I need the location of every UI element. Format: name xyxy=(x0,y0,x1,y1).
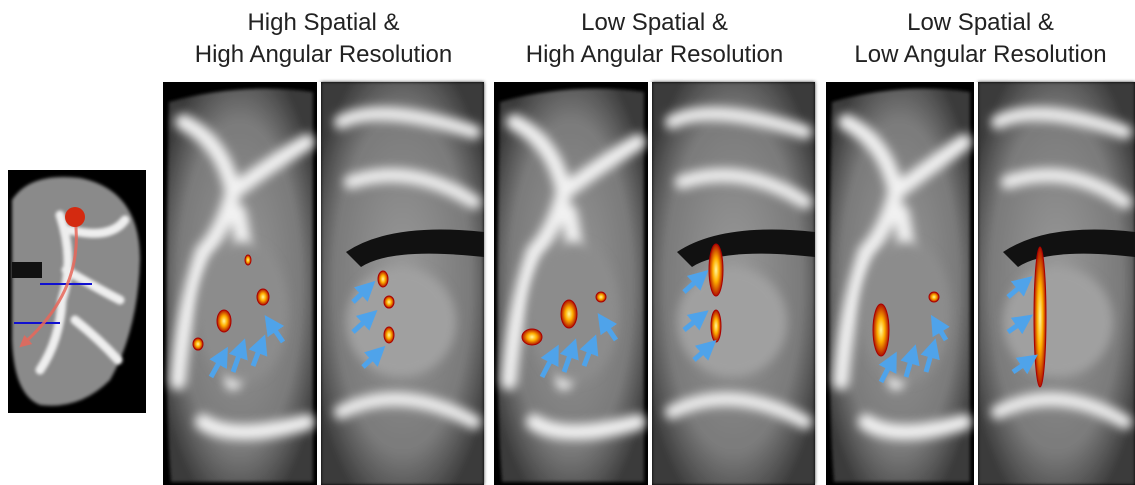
arrow xyxy=(264,315,286,344)
brain-images xyxy=(494,82,815,485)
brain-images xyxy=(163,82,484,485)
arrow xyxy=(351,280,376,304)
activation xyxy=(256,288,270,306)
panel-title: Low Spatial & xyxy=(581,9,728,36)
panel: Low Spatial & Low Angular Resolution xyxy=(826,9,1135,485)
activation xyxy=(383,295,395,309)
panel-title: Low Spatial & xyxy=(907,9,1054,36)
activation xyxy=(1033,246,1047,388)
arrow xyxy=(579,334,599,367)
activation xyxy=(708,243,724,297)
arrow xyxy=(692,340,717,362)
white-matter xyxy=(501,114,646,440)
arrow xyxy=(597,313,619,342)
sagittal-white xyxy=(334,107,481,429)
activation xyxy=(383,326,395,344)
sagittal-white xyxy=(665,107,812,429)
panel-title: High Angular Resolution xyxy=(195,41,453,68)
activation xyxy=(595,291,607,303)
panel: Low Spatial & High Angular Resolution xyxy=(494,9,815,485)
sagittal-white xyxy=(991,107,1132,429)
panel: High Spatial & High Angular Resolution xyxy=(163,9,484,485)
deep-gray xyxy=(861,242,951,382)
arrow xyxy=(878,351,897,384)
arrow xyxy=(559,338,579,373)
arrow xyxy=(351,309,378,334)
ventricle xyxy=(346,229,484,267)
arrow xyxy=(248,334,268,367)
arrow xyxy=(1006,314,1033,335)
arrow xyxy=(1006,276,1033,299)
panel-title: High Angular Resolution xyxy=(526,41,784,68)
activation xyxy=(244,254,252,266)
panel-title: High Spatial & xyxy=(247,9,399,36)
divider xyxy=(974,82,978,485)
panel-title: Low Angular Resolution xyxy=(854,41,1106,68)
arrow xyxy=(900,344,920,378)
white-matter xyxy=(833,114,972,440)
arrow xyxy=(930,314,950,342)
deep-gray xyxy=(198,242,288,382)
divider xyxy=(648,82,652,485)
arrow xyxy=(682,269,709,294)
arrow xyxy=(539,344,559,379)
divider xyxy=(317,82,321,485)
arrow xyxy=(228,338,248,373)
brain-images xyxy=(826,82,1135,485)
activation xyxy=(192,337,204,351)
white-matter xyxy=(170,114,315,440)
arrow xyxy=(920,338,940,373)
activation xyxy=(928,291,940,303)
arrow xyxy=(208,346,228,379)
activation xyxy=(216,309,232,333)
activation xyxy=(521,328,543,346)
ventricle xyxy=(1003,229,1135,267)
arrow xyxy=(682,310,709,332)
arrow xyxy=(1011,354,1038,375)
activation xyxy=(377,270,389,288)
inset-slice xyxy=(8,170,146,413)
activation xyxy=(872,303,890,357)
activation xyxy=(710,309,722,343)
arrow xyxy=(361,345,386,369)
activation xyxy=(560,299,578,329)
